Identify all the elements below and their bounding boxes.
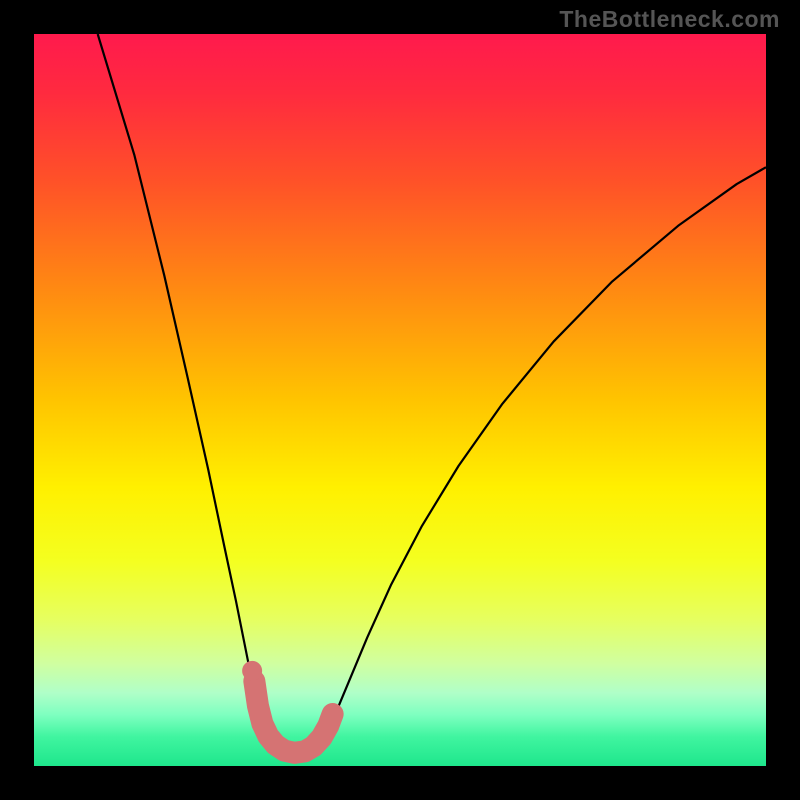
chart-container: TheBottleneck.com: [0, 0, 800, 800]
optimal-point-dot: [242, 661, 262, 681]
gradient-background: [34, 34, 766, 766]
watermark-text: TheBottleneck.com: [559, 6, 780, 33]
bottleneck-curve-chart: [34, 34, 766, 766]
